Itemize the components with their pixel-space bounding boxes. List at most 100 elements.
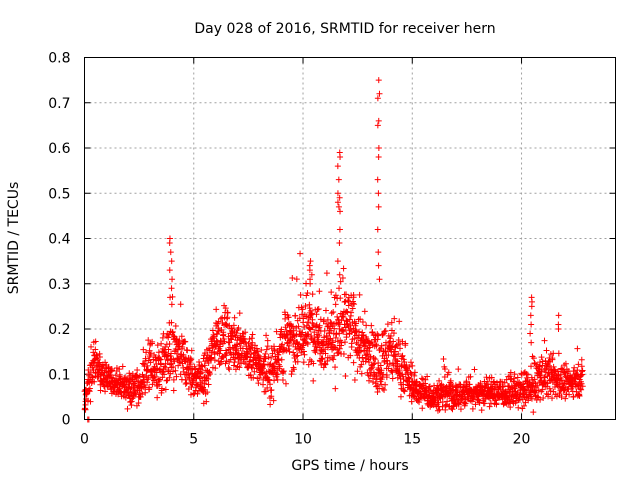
- data-point: [390, 338, 397, 345]
- data-point: [348, 343, 355, 350]
- data-point: [350, 359, 357, 366]
- data-point: [528, 395, 535, 402]
- data-point: [409, 362, 416, 369]
- data-point: [532, 389, 539, 396]
- data-point: [500, 383, 507, 390]
- data-point: [374, 122, 381, 129]
- data-point: [342, 373, 349, 380]
- data-point: [166, 374, 173, 381]
- data-point: [395, 351, 402, 358]
- data-point: [154, 342, 161, 349]
- data-point: [376, 276, 383, 283]
- data-point: [385, 352, 392, 359]
- data-point: [530, 355, 537, 362]
- data-point: [472, 401, 479, 408]
- data-point: [308, 333, 315, 340]
- data-point: [337, 154, 344, 161]
- data-point: [507, 369, 514, 376]
- data-point: [349, 305, 356, 312]
- data-point: [230, 322, 237, 329]
- data-point: [293, 276, 300, 283]
- data-point: [225, 364, 232, 371]
- data-point: [328, 327, 335, 334]
- data-point: [264, 337, 271, 344]
- data-point: [268, 393, 275, 400]
- data-point: [166, 340, 173, 347]
- data-point: [97, 381, 104, 388]
- data-point: [144, 379, 151, 386]
- data-point: [267, 401, 274, 408]
- data-point: [343, 291, 350, 298]
- x-tick-label: 10: [294, 432, 312, 448]
- data-point: [382, 381, 389, 388]
- data-point: [578, 356, 585, 363]
- data-point: [168, 301, 175, 308]
- data-point: [320, 364, 327, 371]
- data-point: [389, 360, 396, 367]
- data-point: [475, 393, 482, 400]
- data-point: [531, 376, 538, 383]
- x-tick-label: 0: [80, 432, 89, 448]
- data-point: [340, 265, 347, 272]
- data-point: [377, 370, 384, 377]
- data-point: [148, 350, 155, 357]
- data-point: [330, 356, 337, 363]
- data-point: [132, 382, 139, 389]
- data-point: [471, 366, 478, 373]
- data-point: [368, 322, 375, 329]
- x-tick-label: 20: [513, 432, 531, 448]
- data-point: [255, 380, 262, 387]
- data-point: [478, 407, 485, 414]
- data-point: [377, 378, 384, 385]
- data-point: [396, 367, 403, 374]
- data-point: [535, 387, 542, 394]
- y-tick-label: 0.5: [48, 186, 70, 202]
- data-point: [334, 199, 341, 206]
- data-point: [528, 303, 535, 310]
- data-point: [246, 345, 253, 352]
- data-point: [469, 405, 476, 412]
- data-point: [545, 362, 552, 369]
- data-point: [146, 386, 153, 393]
- data-point: [290, 366, 297, 373]
- data-point: [375, 203, 382, 210]
- data-point: [398, 363, 405, 370]
- data-point: [386, 361, 393, 368]
- data-point: [359, 329, 366, 336]
- data-point: [201, 362, 208, 369]
- data-point: [169, 276, 176, 283]
- data-point: [283, 328, 290, 335]
- data-point: [515, 404, 522, 411]
- data-point: [278, 356, 285, 363]
- data-series: [81, 77, 586, 423]
- data-point: [390, 330, 397, 337]
- data-point: [168, 258, 175, 265]
- data-point: [286, 342, 293, 349]
- data-point: [547, 388, 554, 395]
- data-point: [169, 328, 176, 335]
- data-point: [91, 359, 98, 366]
- data-point: [488, 374, 495, 381]
- data-point: [149, 338, 156, 345]
- data-point: [395, 337, 402, 344]
- data-point: [579, 383, 586, 390]
- data-point: [215, 328, 222, 335]
- data-point: [293, 353, 300, 360]
- data-point: [161, 371, 168, 378]
- data-point: [449, 406, 456, 413]
- data-point: [487, 400, 494, 407]
- data-point: [236, 310, 243, 317]
- data-point: [172, 367, 179, 374]
- data-point: [167, 249, 174, 256]
- data-point: [294, 358, 301, 365]
- data-point: [274, 371, 281, 378]
- data-point: [507, 404, 514, 411]
- data-point: [400, 356, 407, 363]
- data-point: [401, 358, 408, 365]
- data-point: [340, 327, 347, 334]
- data-point: [339, 275, 346, 282]
- data-point: [324, 358, 331, 365]
- data-point: [322, 307, 329, 314]
- data-point: [520, 391, 527, 398]
- data-point: [319, 356, 326, 363]
